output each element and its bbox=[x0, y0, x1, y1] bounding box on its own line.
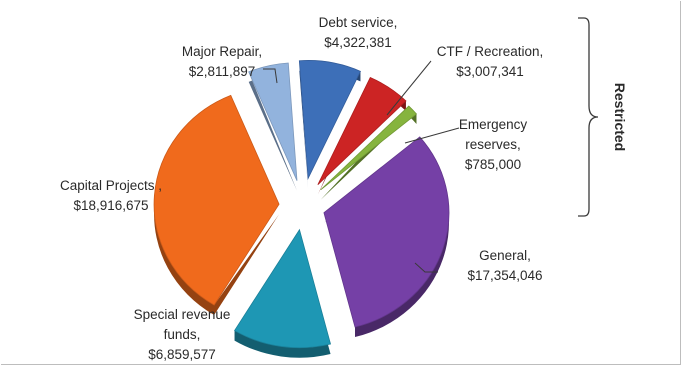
restricted-label: Restricted bbox=[612, 83, 628, 151]
label-line: Capital Projects , bbox=[60, 178, 162, 193]
label-line: General, bbox=[479, 248, 531, 263]
bracket-line bbox=[578, 17, 599, 217]
label-major-repair: Major Repair, $2,811,897 bbox=[182, 44, 262, 79]
label-general: General, $17,354,046 bbox=[467, 248, 542, 283]
label-line: $4,322,381 bbox=[324, 35, 392, 50]
slice-general bbox=[323, 136, 450, 328]
label-emergency-reserves: Emergency reserves, $785,000 bbox=[459, 117, 528, 172]
slice-emergency-reserves bbox=[320, 105, 418, 191]
label-line: Special revenue bbox=[134, 307, 231, 322]
slice-ctf-recreation bbox=[317, 76, 407, 185]
slice-capital-projects bbox=[153, 94, 280, 306]
slice-major-repair bbox=[248, 62, 298, 181]
leader-lines bbox=[263, 60, 460, 273]
label-line: CTF / Recreation, bbox=[437, 44, 544, 59]
label-line: $6,859,577 bbox=[148, 347, 216, 362]
label-line: reserves, bbox=[465, 137, 521, 152]
label-ctf-recreation: CTF / Recreation, $3,007,341 bbox=[437, 44, 544, 79]
label-line: $785,000 bbox=[465, 157, 521, 172]
slice-side bbox=[154, 95, 280, 316]
restricted-bracket: Restricted bbox=[578, 17, 628, 217]
leader-line bbox=[404, 127, 460, 144]
label-line: Debt service, bbox=[319, 15, 398, 30]
label-line: $2,811,897 bbox=[189, 64, 256, 79]
leader-line bbox=[414, 262, 438, 273]
pie-chart: Debt service, $4,322,381 CTF / Recreation,… bbox=[60, 15, 628, 362]
leader-line bbox=[386, 60, 432, 116]
label-capital-projects: Capital Projects , $18,916,675 bbox=[60, 178, 162, 213]
label-special-revenue-funds: Special revenue funds, $6,859,577 bbox=[134, 307, 231, 362]
slice-debt-service bbox=[298, 60, 361, 180]
label-line: $18,916,675 bbox=[73, 198, 148, 213]
label-line: Major Repair, bbox=[182, 44, 262, 59]
label-line: $3,007,341 bbox=[456, 64, 524, 79]
slice-special-revenue-funds bbox=[233, 228, 332, 349]
pie-slices bbox=[153, 60, 450, 349]
label-line: $17,354,046 bbox=[467, 268, 542, 283]
label-debt-service: Debt service, $4,322,381 bbox=[319, 15, 398, 50]
label-line: Emergency bbox=[459, 117, 528, 132]
label-line: funds, bbox=[164, 327, 201, 342]
slice-labels: Debt service, $4,322,381 CTF / Recreation,… bbox=[60, 15, 543, 362]
leader-line bbox=[263, 68, 278, 84]
